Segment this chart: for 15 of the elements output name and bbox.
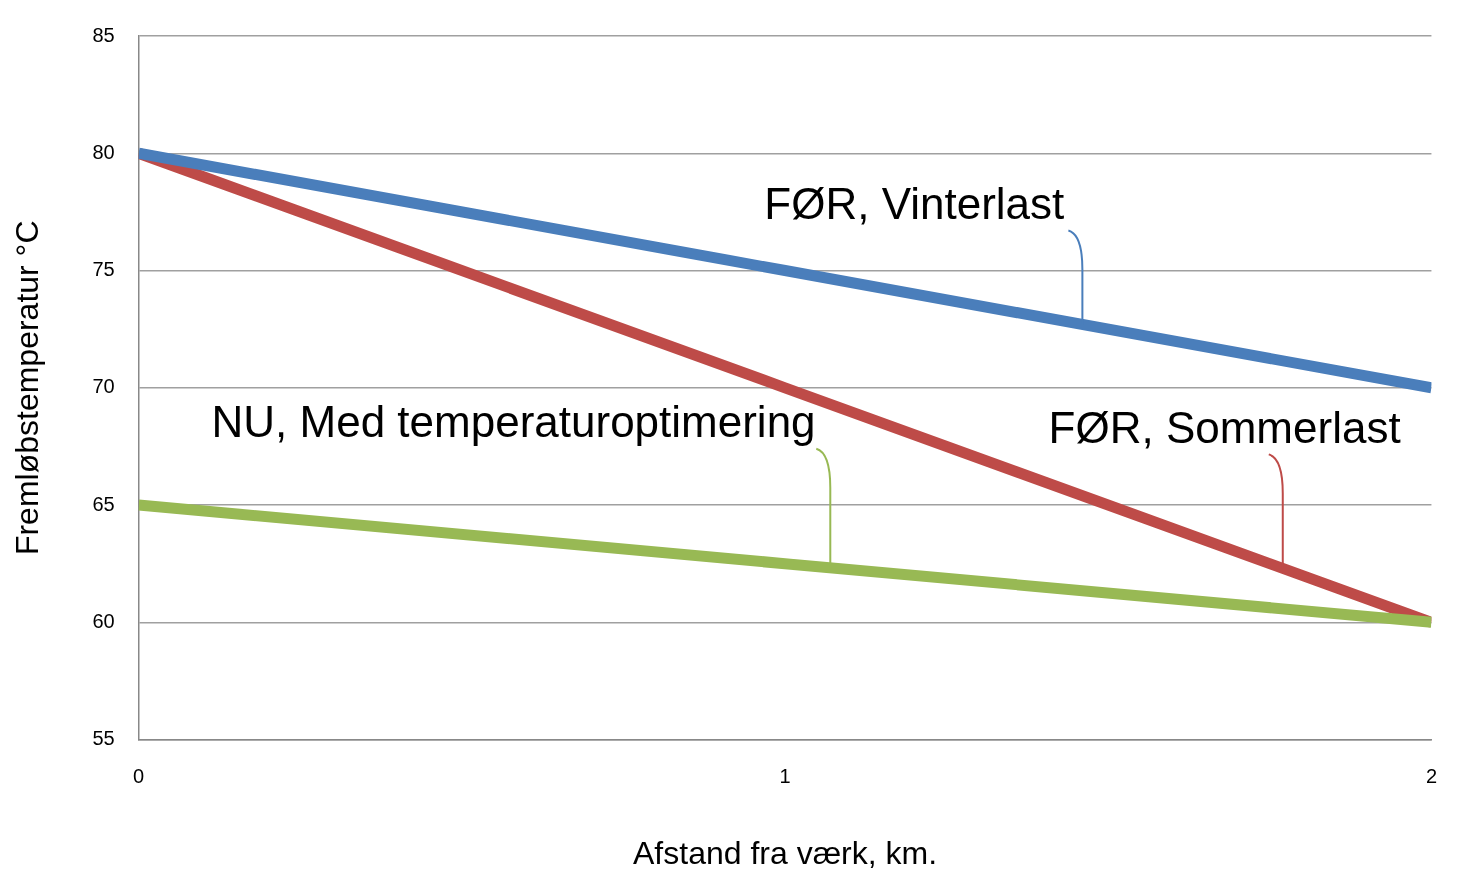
series-label: FØR, Vinterlast — [764, 178, 1065, 228]
y-tick-label: 65 — [92, 492, 115, 515]
y-tick-label: 70 — [92, 375, 115, 398]
y-tick-label: 80 — [92, 140, 115, 163]
x-tick-label: 2 — [1425, 765, 1437, 788]
series-label: NU, Med temperaturoptimering — [211, 396, 816, 446]
x-axis-title: Afstand fra værk, km. — [633, 834, 938, 871]
y-tick-label: 75 — [92, 258, 115, 281]
y-tick-label: 55 — [92, 727, 115, 750]
x-tick-label: 1 — [779, 765, 791, 788]
y-axis-title: Fremløbstemperatur °C — [9, 220, 46, 556]
series-label: FØR, Sommerlast — [1048, 402, 1401, 452]
x-tick-label: 0 — [133, 765, 145, 788]
y-tick-label: 60 — [92, 609, 115, 632]
y-tick-label: 85 — [92, 23, 115, 46]
